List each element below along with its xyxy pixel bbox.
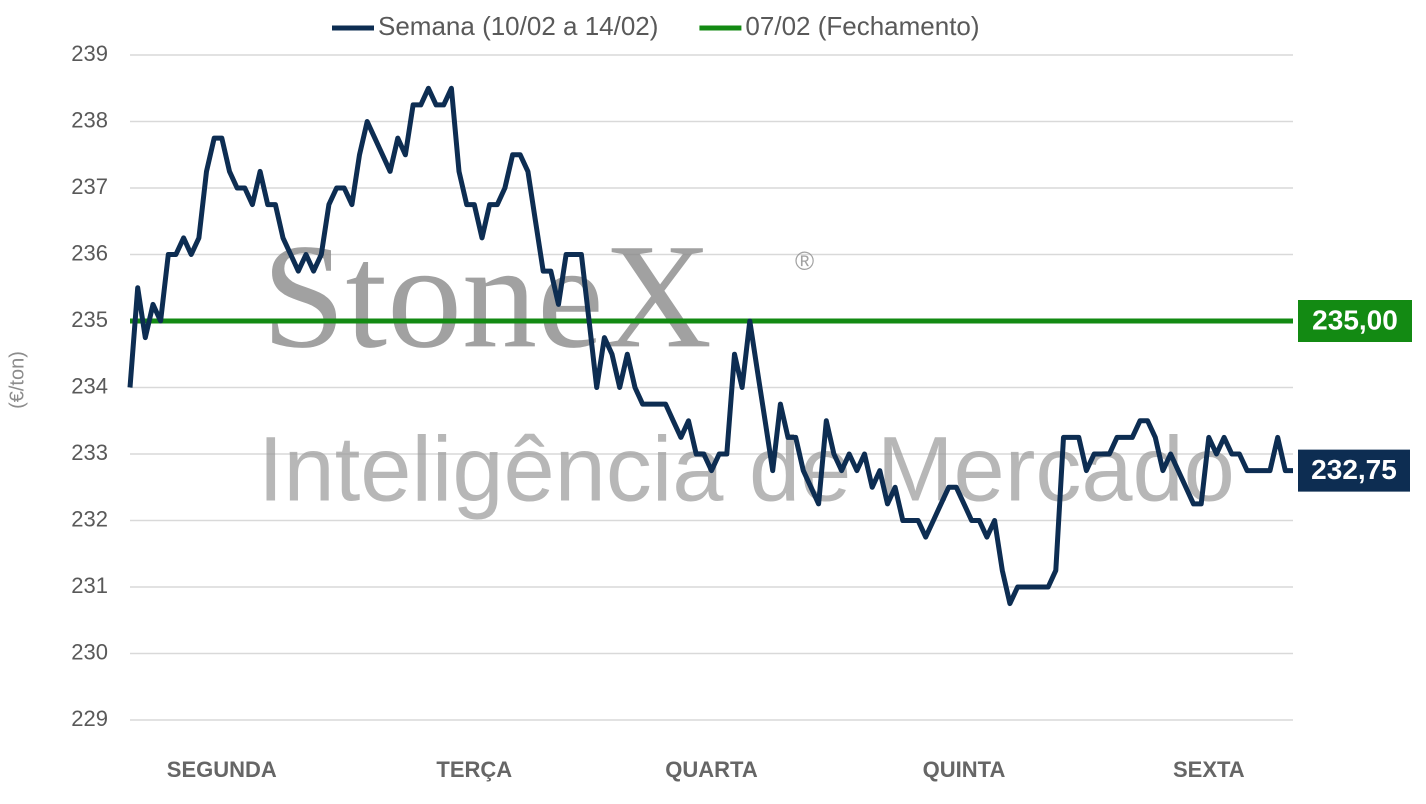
y-tick-label: 229 (71, 706, 108, 731)
watermark-mark: ® (795, 246, 814, 276)
y-tick-label: 233 (71, 440, 108, 465)
x-tick-label: QUINTA (923, 757, 1006, 782)
legend-label: Semana (10/02 a 14/02) (378, 11, 658, 41)
y-tick-label: 235 (71, 307, 108, 332)
y-tick-label: 234 (71, 373, 108, 398)
y-tick-label: 230 (71, 639, 108, 664)
legend-label: 07/02 (Fechamento) (745, 11, 979, 41)
reference-label: 235,00 (1312, 304, 1398, 335)
watermark-brand: StoneX (262, 213, 712, 379)
y-tick-label: 232 (71, 506, 108, 531)
x-tick-label: TERÇA (436, 757, 512, 782)
y-axis-label: (€/ton) (6, 351, 28, 409)
x-tick-label: SEXTA (1173, 757, 1245, 782)
y-tick-label: 238 (71, 107, 108, 132)
y-tick-label: 231 (71, 573, 108, 598)
y-tick-label: 236 (71, 240, 108, 265)
series-line (127, 85, 1293, 607)
x-tick-label: SEGUNDA (167, 757, 277, 782)
y-tick-label: 237 (71, 174, 108, 199)
x-tick-label: QUARTA (665, 757, 758, 782)
last-value-box (1298, 449, 1410, 492)
reference-label-box (1298, 300, 1412, 342)
last-value-label: 232,75 (1311, 454, 1397, 485)
y-tick-label: 239 (71, 41, 108, 66)
